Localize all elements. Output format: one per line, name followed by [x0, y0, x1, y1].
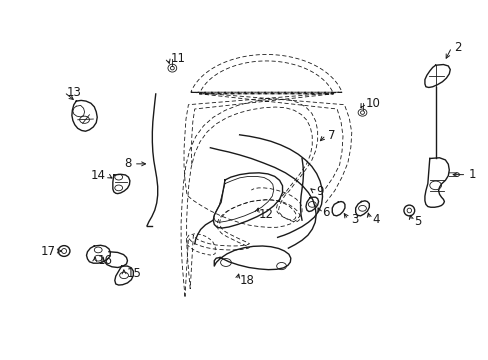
- Text: 16: 16: [97, 254, 112, 267]
- Text: 17: 17: [40, 244, 55, 257]
- Text: 6: 6: [322, 207, 329, 220]
- Text: 14: 14: [90, 169, 105, 182]
- Text: 1: 1: [468, 168, 475, 181]
- Text: 9: 9: [316, 185, 324, 198]
- Text: 13: 13: [66, 86, 81, 99]
- Text: 18: 18: [239, 274, 254, 287]
- Text: 2: 2: [453, 41, 461, 54]
- Text: 11: 11: [170, 52, 185, 65]
- Text: 3: 3: [350, 213, 357, 226]
- Text: 10: 10: [365, 98, 380, 111]
- Text: 12: 12: [259, 208, 274, 221]
- Text: 5: 5: [413, 215, 421, 228]
- Text: 15: 15: [126, 267, 141, 280]
- Text: 7: 7: [328, 129, 335, 142]
- Text: 4: 4: [371, 213, 379, 226]
- Text: 8: 8: [124, 157, 131, 170]
